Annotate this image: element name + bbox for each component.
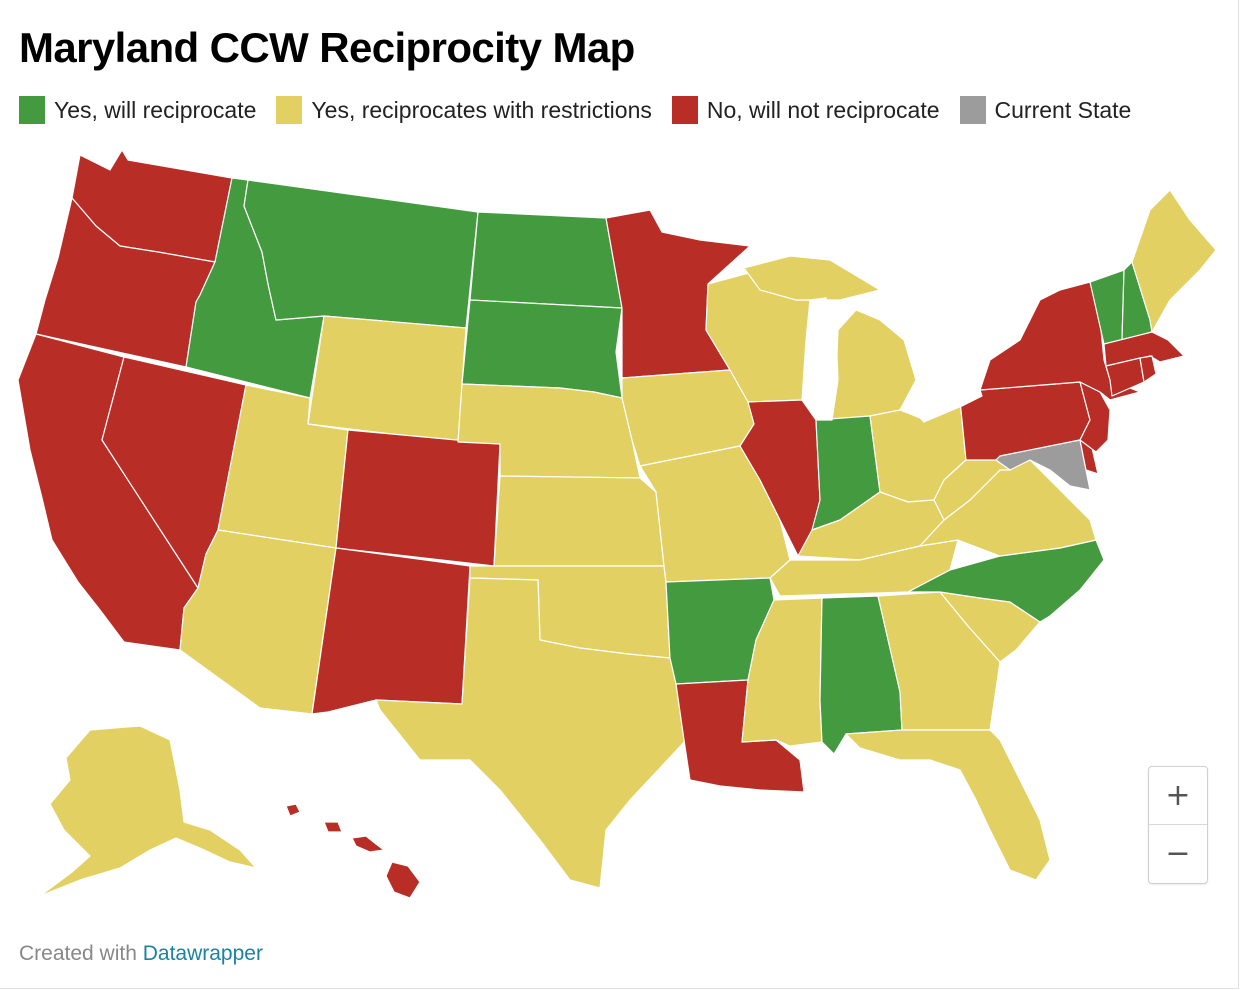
state-nd[interactable] [469,211,623,309]
legend-swatch-current [959,96,986,124]
map-title: Maryland CCW Reciprocity Map [19,24,635,71]
state-nm[interactable] [311,547,471,715]
state-co[interactable] [335,429,501,567]
state-me[interactable] [1131,189,1217,333]
state-hi-kauai[interactable] [285,803,301,817]
us-map[interactable] [0,140,1240,920]
state-mi[interactable] [831,309,917,421]
legend-label-restricted: Yes, reciprocates with restrictions [311,97,652,123]
legend-label-current: Current State [994,97,1132,123]
state-hi-oahu[interactable] [323,821,343,833]
legend-item-yes: Yes, will reciprocate [19,96,256,124]
lake-michigan [807,297,839,421]
state-ne[interactable] [457,383,641,479]
state-ct[interactable] [1105,357,1145,397]
legend-swatch-yes [19,96,45,124]
datawrapper-link[interactable]: Datawrapper [142,942,263,965]
zoom-control: + − [1148,766,1208,884]
legend-label-no: No, will not reciprocate [706,97,940,123]
state-hi[interactable] [385,861,421,899]
legend-item-no: No, will not reciprocate [671,96,940,124]
state-ks[interactable] [493,475,665,567]
lake-erie-gap [919,389,983,423]
state-nj[interactable] [1079,381,1111,453]
legend: Yes, will reciprocate Yes, reciprocates … [19,96,1151,124]
legend-label-yes: Yes, will reciprocate [54,97,257,123]
credit-prefix: Created with [19,942,143,965]
state-md[interactable] [995,439,1091,491]
state-sd[interactable] [461,299,623,399]
state-tx[interactable] [375,577,687,889]
state-fl[interactable] [845,729,1051,881]
legend-swatch-no [671,96,698,124]
state-wy[interactable] [307,315,467,443]
legend-item-restricted: Yes, reciprocates with restrictions [276,96,652,124]
state-mi-upper[interactable] [743,255,881,301]
state-ri[interactable] [1139,355,1157,383]
legend-swatch-restricted [276,96,303,124]
state-mt[interactable] [243,179,479,329]
credit-line: Created with Datawrapper [19,942,263,966]
zoom-in-button[interactable]: + [1165,778,1191,813]
state-hi-maui[interactable] [351,835,385,853]
zoom-out-button[interactable]: − [1149,824,1207,882]
state-ak[interactable] [39,725,257,897]
legend-item-current: Current State [959,96,1132,124]
state-ny[interactable] [979,281,1141,401]
